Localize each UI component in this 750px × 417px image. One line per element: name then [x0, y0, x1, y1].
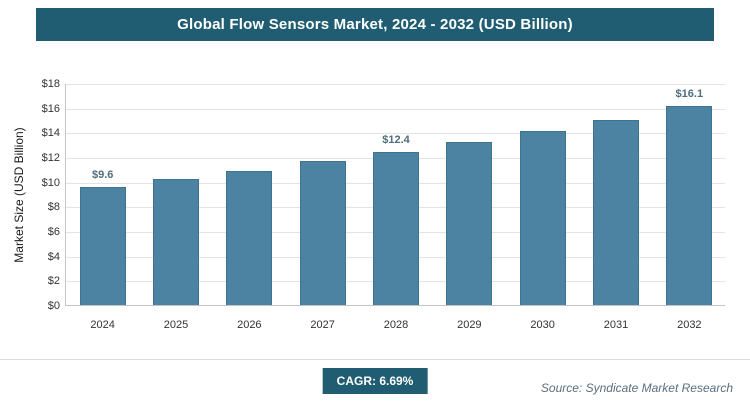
bar-2030: [519, 131, 566, 305]
y-tick-label: $18: [41, 78, 60, 90]
bar-2031: [593, 120, 639, 305]
gridline: [66, 84, 725, 85]
y-tick-label: $8: [47, 201, 60, 214]
plot-area: $0 $2 $4 $6 $8 $10 $12 $14 $16 $18 $9.6 2024 2025 202…: [42, 78, 725, 331]
y-tick-label: $0: [47, 300, 60, 312]
bar-2028: [373, 152, 419, 305]
y-tick-label: $10: [41, 176, 60, 189]
x-tick-label: 2032: [677, 319, 702, 331]
x-tick-label: 2026: [237, 319, 262, 331]
bar-2029: [446, 142, 493, 305]
chart-title-bar: Global Flow Sensors Market, 2024 - 2032 …: [36, 8, 714, 41]
x-tick-label: 2028: [383, 319, 409, 331]
y-tick-label: $12: [41, 152, 60, 164]
bar-2027: [299, 160, 346, 305]
y-tick-label: $2: [47, 275, 60, 288]
y-axis-label: Market Size (USD Billion): [12, 127, 26, 263]
y-tick-label: $16: [41, 102, 60, 115]
chart-title: Global Flow Sensors Market, 2024 - 2032 …: [177, 16, 573, 33]
x-tick-label: 2031: [603, 319, 629, 331]
x-tick-label: 2025: [163, 319, 189, 331]
bar-2025: [153, 179, 199, 305]
y-tick-label: $14: [41, 127, 60, 140]
footer-divider: [0, 359, 750, 360]
bar-2026: [226, 170, 273, 305]
bar-value-label: $12.4: [382, 134, 410, 147]
gridline: [66, 108, 725, 110]
gridline: [66, 133, 725, 135]
x-tick-label: 2027: [310, 319, 335, 331]
x-tick-label: 2024: [90, 319, 115, 331]
bar-2032: [666, 106, 713, 305]
x-tick-label: 2030: [530, 319, 555, 331]
bar-value-label: $16.1: [675, 88, 704, 101]
y-tick-label: $6: [47, 226, 60, 238]
x-tick-label: 2029: [457, 319, 482, 331]
source-text: Source: Syndicate Market Research: [540, 381, 733, 395]
y-tick-label: $4: [47, 250, 60, 263]
bar-2024: [79, 186, 126, 305]
bar-value-label: $9.6: [91, 168, 114, 181]
cagr-badge: CAGR: 6.69%: [322, 368, 428, 394]
